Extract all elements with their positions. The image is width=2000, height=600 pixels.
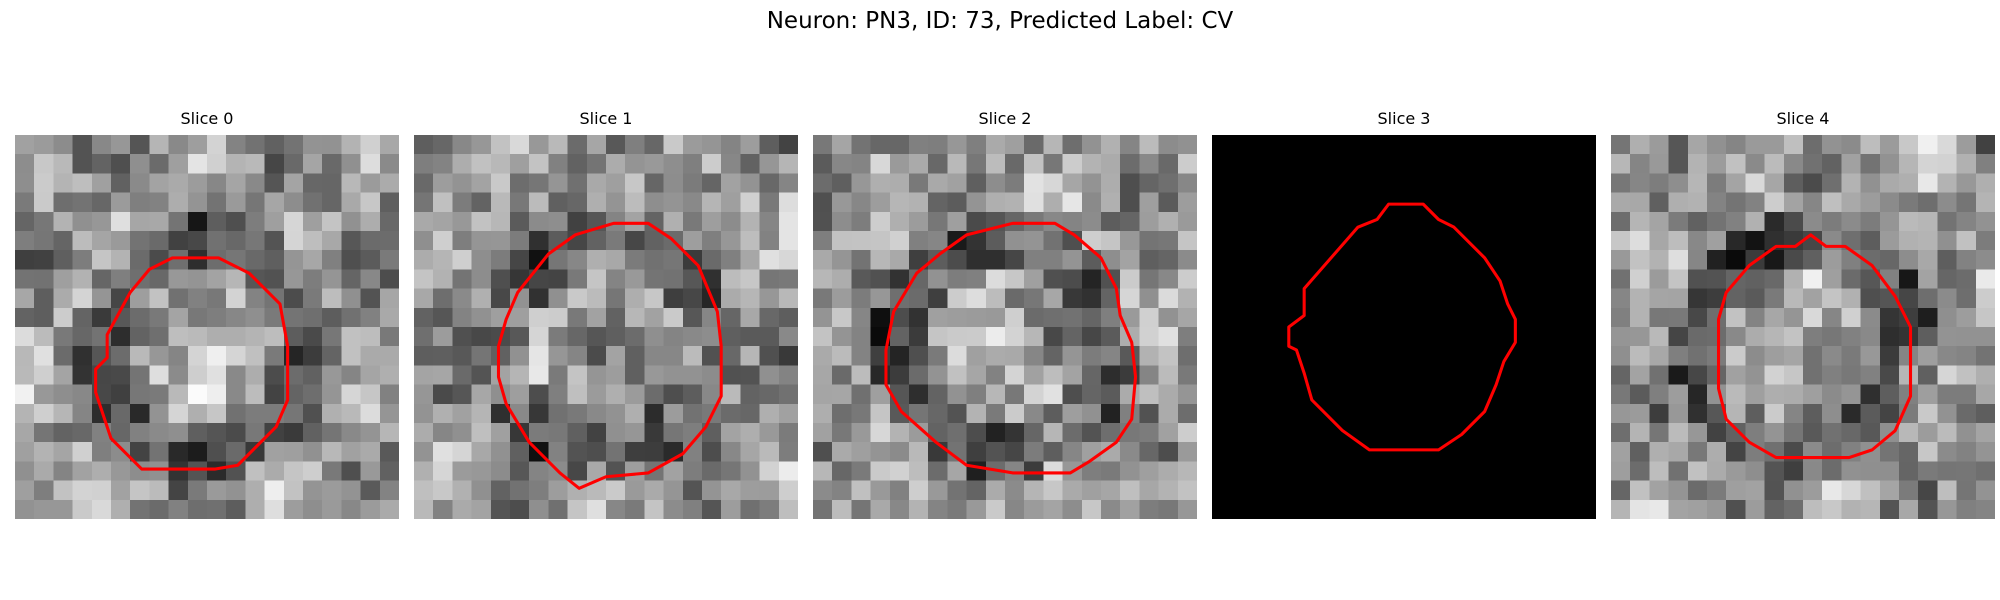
- slice-title-4: Slice 4: [1776, 109, 1830, 128]
- slice-panel-3: Slice 3: [1212, 108, 1596, 522]
- slice-title-2: Slice 2: [978, 109, 1032, 128]
- slice-panel-1: Slice 1: [414, 108, 798, 522]
- slice-title-0: Slice 0: [180, 109, 234, 128]
- figure-title: Neuron: PN3, ID: 73, Predicted Label: CV: [766, 8, 1234, 34]
- neuron-contour: [94, 256, 290, 471]
- slice-panel-0: Slice 0: [15, 108, 399, 522]
- slice-title-1: Slice 1: [579, 109, 633, 128]
- slice-image-4: [1611, 135, 1995, 519]
- slice-panel-2: Slice 2: [813, 108, 1197, 522]
- neuron-contour: [884, 221, 1138, 475]
- slice-image-1: [414, 135, 798, 519]
- neuron-contour: [496, 221, 723, 490]
- neuron-contour: [1287, 202, 1517, 452]
- neuron-contour: [1716, 233, 1913, 460]
- slice-image-0: [15, 135, 399, 519]
- slice-panel-4: Slice 4: [1611, 108, 1995, 522]
- slice-title-3: Slice 3: [1377, 109, 1431, 128]
- slice-image-2: [813, 135, 1197, 519]
- slice-image-3: [1212, 135, 1596, 519]
